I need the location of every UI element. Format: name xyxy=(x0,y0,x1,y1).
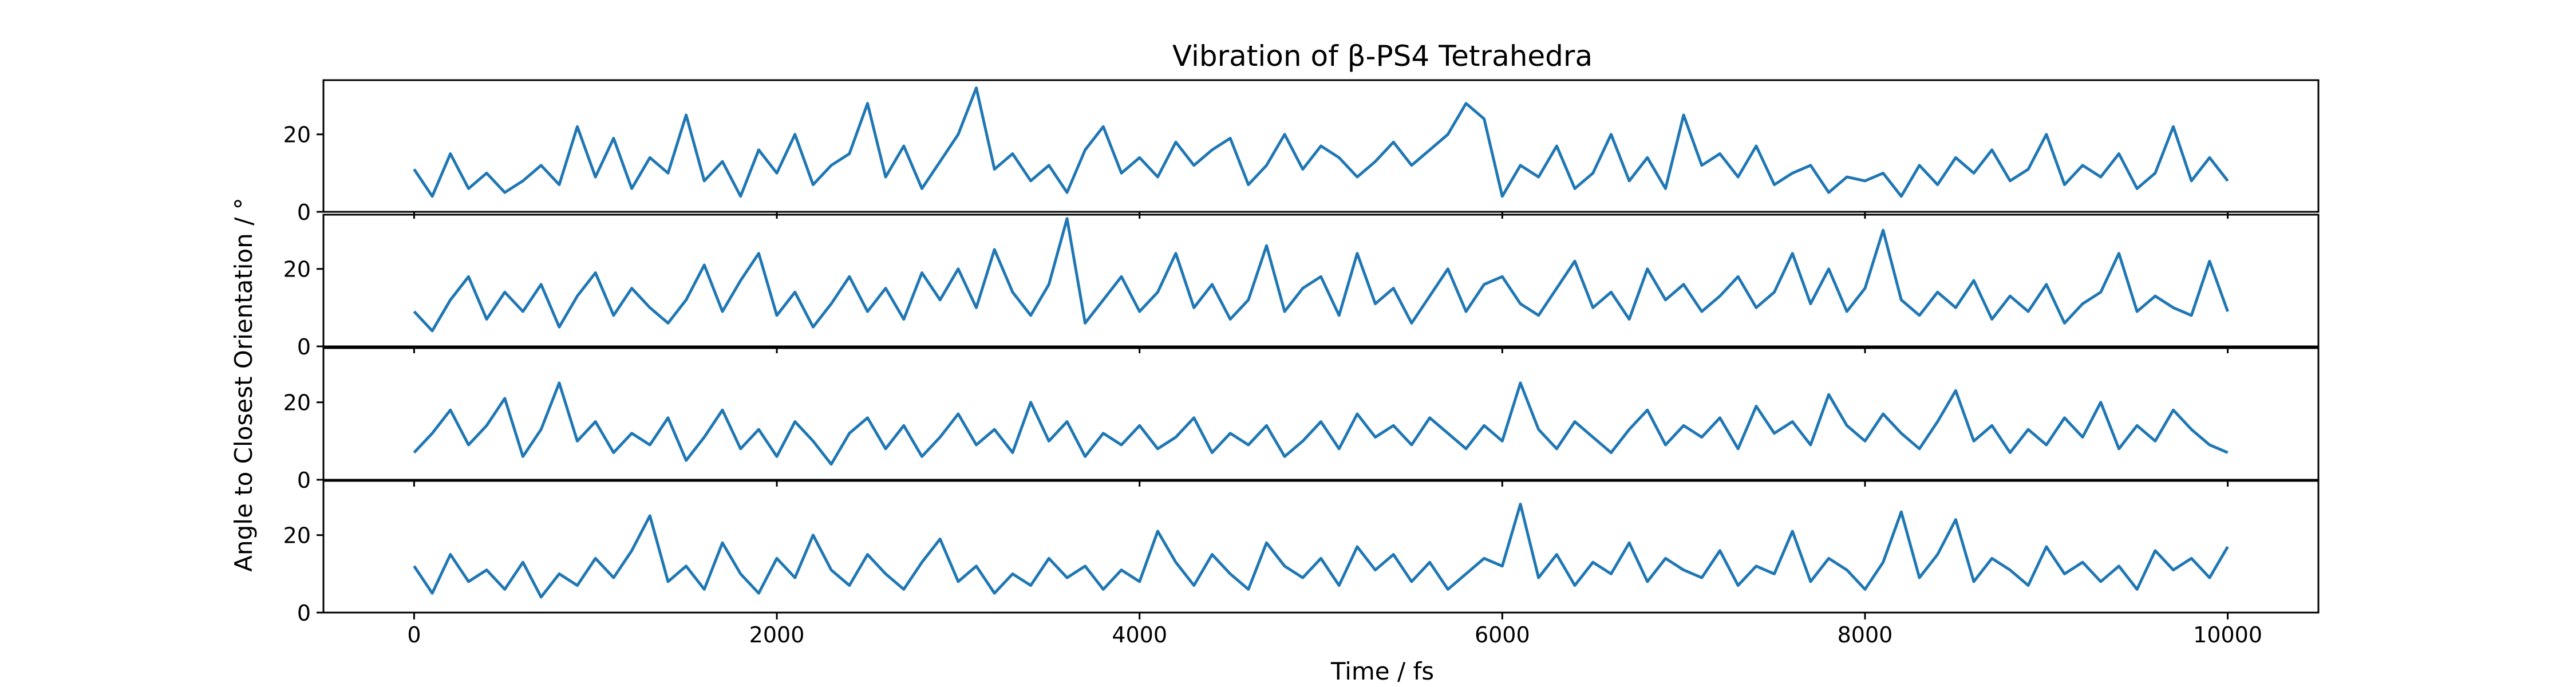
y-tick-label: 0 xyxy=(297,334,311,360)
x-tick-label: 6000 xyxy=(1475,622,1530,647)
series-line-1 xyxy=(413,503,2229,599)
y-tick-label: 20 xyxy=(283,123,311,148)
chart-title: Vibration of β-PS4 Tetrahedra xyxy=(1172,40,1593,73)
y-axis-label: Angle to Closest Orientation / ° xyxy=(230,198,258,571)
x-tick-label: 2000 xyxy=(749,622,805,647)
subplot-4: 0 20 0 2000 4000 6000 8000 10000 xyxy=(283,480,2320,647)
series-line-1 xyxy=(413,86,2229,198)
plot-frame xyxy=(322,214,2320,348)
x-axis-label: Time / fs xyxy=(1330,657,1434,685)
y-tick-label: 0 xyxy=(297,200,311,225)
series-line-1 xyxy=(413,217,2229,333)
subplots: 0 20 0 20 0 20 0 20 0 2000 4000 6000 8000 10000 xyxy=(283,79,2320,647)
x-tick-label: 0 xyxy=(407,622,421,647)
plot-frame xyxy=(322,79,2320,213)
x-tick-label: 8000 xyxy=(1838,622,1893,647)
subplot-1: 0 20 xyxy=(283,79,2320,225)
subplot-3: 0 20 xyxy=(283,347,2320,493)
plot-frame xyxy=(322,347,2320,481)
x-tick-label: 10000 xyxy=(2193,622,2262,647)
plot-frame xyxy=(322,480,2320,614)
subplot-2: 0 20 xyxy=(283,214,2320,360)
x-tick-label: 4000 xyxy=(1112,622,1167,647)
series-line-1 xyxy=(413,381,2229,466)
y-tick-label: 20 xyxy=(283,523,311,548)
y-tick-label: 20 xyxy=(283,257,311,282)
y-tick-label: 20 xyxy=(283,390,311,416)
y-tick-label: 0 xyxy=(297,468,311,493)
y-tick-label: 0 xyxy=(297,601,311,626)
